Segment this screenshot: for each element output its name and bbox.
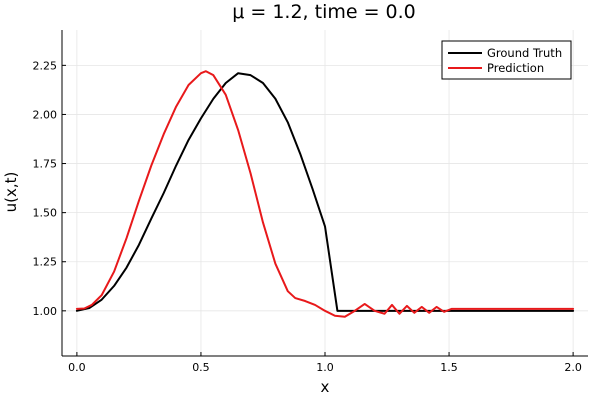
y-tick-label: 1.00 xyxy=(33,305,58,318)
series-layer xyxy=(75,70,575,318)
y-tick-label: 2.00 xyxy=(33,108,58,121)
tick-labels: 0.0 0.5 1.0 1.5 2.0 1.00 1.25 1.50 1.75 2.00 2.25 xyxy=(33,59,582,374)
y-tick-label: 1.75 xyxy=(33,158,58,171)
x-tick-label: 1.0 xyxy=(316,361,334,374)
x-axis-label: x xyxy=(321,378,330,396)
y-axis-label: u(x,t) xyxy=(2,172,20,213)
legend-box xyxy=(441,40,572,80)
legend-label: Prediction xyxy=(487,61,544,75)
x-tick-label: 1.5 xyxy=(440,361,458,374)
y-tick-label: 1.25 xyxy=(33,256,58,269)
axes xyxy=(61,30,588,357)
series-line-0 xyxy=(75,72,575,312)
legend-label: Ground Truth xyxy=(487,46,562,60)
y-tick-label: 1.50 xyxy=(33,207,58,220)
series-line-1 xyxy=(75,70,575,318)
x-tick-label: 0.5 xyxy=(192,361,210,374)
y-tick-label: 2.25 xyxy=(33,59,58,72)
x-tick-label: 0.0 xyxy=(68,361,86,374)
x-tick-label: 2.0 xyxy=(564,361,582,374)
chart-title: μ = 1.2, time = 0.0 xyxy=(232,1,416,23)
